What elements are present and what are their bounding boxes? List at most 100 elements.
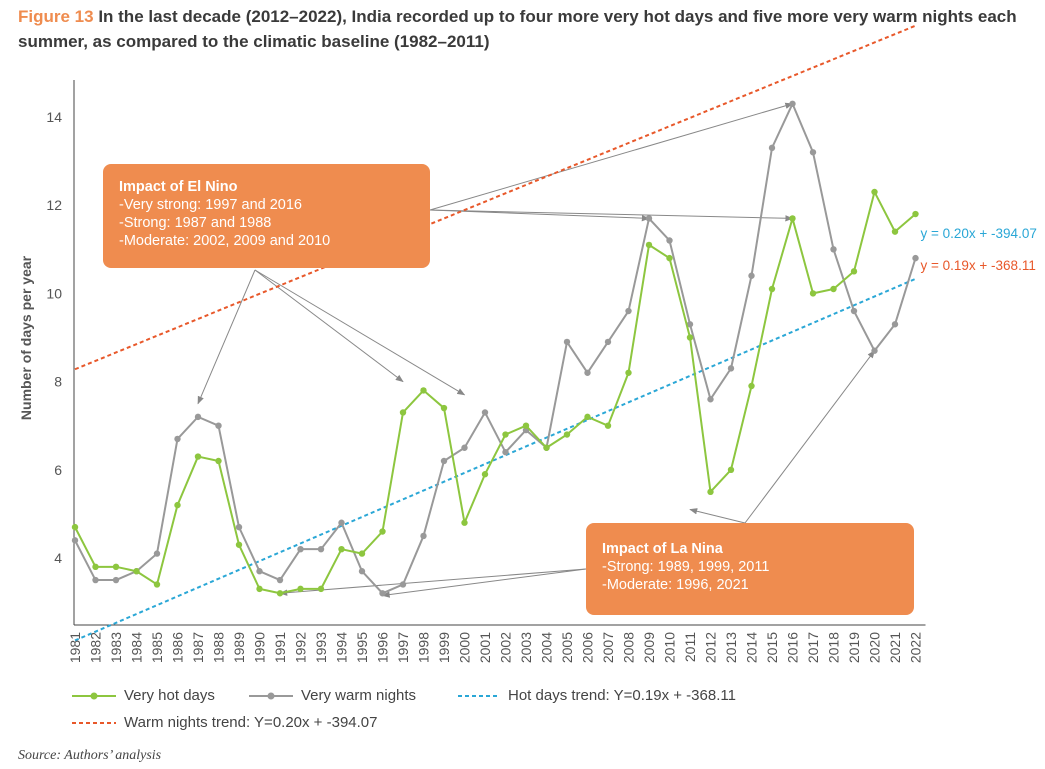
x-tick-label: 2005 xyxy=(559,632,575,663)
x-tick-label: 2001 xyxy=(477,632,493,663)
legend-hot-trend: Hot days trend: Y=0.19x + -368.11 xyxy=(458,687,736,704)
hot-data-point xyxy=(215,457,222,465)
hot-data-point xyxy=(830,285,837,293)
warm-trend-equation-label: y = 0.19x + -368.11 xyxy=(921,258,1036,273)
y-tick-label: 4 xyxy=(54,550,62,566)
x-tick-label: 2015 xyxy=(764,632,780,663)
warm-data-point xyxy=(317,545,325,553)
x-tick-label: 1990 xyxy=(252,632,268,663)
axis-labels: 4 6 8 10 12 14 1981 1982 1983 1984 1985 1986 1987 198… xyxy=(18,109,924,663)
title-text: In the last decade (2012–2022), India re… xyxy=(18,7,1017,51)
x-tick-label: 1995 xyxy=(354,632,370,663)
legend-hot-line-icon xyxy=(72,692,116,700)
warm-data-point xyxy=(727,365,735,372)
hot-data-point xyxy=(871,188,878,196)
hot-data-point xyxy=(71,523,79,531)
warm-trend-line xyxy=(74,24,916,371)
warm-data-point xyxy=(912,254,919,262)
x-tick-label: 2012 xyxy=(703,632,719,663)
annotation-arrow xyxy=(381,568,587,598)
annotation-arrow xyxy=(429,102,794,211)
hot-data-point xyxy=(522,422,530,429)
x-tick-label: 2002 xyxy=(498,632,514,663)
x-tick-label: 1999 xyxy=(436,632,452,663)
x-tick-label: 2008 xyxy=(621,632,637,663)
el-nino-line: -Very strong: 1997 and 2016 xyxy=(119,197,302,213)
legend-warm-label: Very warm nights xyxy=(301,687,417,704)
warm-data-point xyxy=(850,307,858,315)
x-tick-label: 1998 xyxy=(416,632,432,663)
hot-data-point xyxy=(276,590,284,597)
warm-data-point xyxy=(891,321,899,328)
hot-data-point xyxy=(153,581,161,588)
x-tick-label: 1986 xyxy=(170,632,186,663)
warm-data-point xyxy=(440,457,448,465)
legend-warm-trend: Warm nights trend: Y=0.20x + -394.07 xyxy=(72,714,377,731)
hot-data-point xyxy=(891,228,899,235)
y-tick-label: 10 xyxy=(46,285,62,301)
hot-data-point xyxy=(194,453,202,460)
x-tick-label: 1987 xyxy=(190,632,206,663)
warm-data-point xyxy=(768,144,776,152)
warm-series-line xyxy=(74,102,917,595)
source-note: Source: Authors’ analysis xyxy=(18,748,162,763)
hot-data-point xyxy=(625,369,632,376)
la-nina-heading: Impact of La Nina xyxy=(602,541,723,557)
hot-data-point xyxy=(256,585,263,593)
legend-hot-days: Very hot days xyxy=(72,687,215,704)
hot-data-point xyxy=(768,285,776,293)
legend-hot-trend-label: Hot days trend: Y=0.19x + -368.11 xyxy=(508,687,736,704)
x-tick-label: 1989 xyxy=(231,632,247,663)
el-nino-heading: Impact of El Nino xyxy=(119,179,238,195)
y-tick-label: 12 xyxy=(46,197,62,213)
x-tick-label: 2014 xyxy=(744,632,760,663)
warm-data-point xyxy=(645,215,653,222)
annotation-arrows xyxy=(197,102,875,598)
legend-hot-label: Very hot days xyxy=(124,687,215,704)
hot-data-point xyxy=(461,519,468,526)
axes xyxy=(73,80,926,626)
x-tick-label: 2016 xyxy=(785,632,801,663)
warm-data-point xyxy=(358,568,366,575)
y-tick-label: 14 xyxy=(46,109,62,125)
hot-data-point xyxy=(235,541,243,548)
warm-data-point xyxy=(276,576,284,584)
warm-data-point xyxy=(563,338,571,346)
la-nina-line: -Moderate: 1996, 2021 xyxy=(602,577,749,593)
trend-lines: y = 0.20x + -394.07 y = 0.19x + -368.11 xyxy=(74,24,1037,642)
hot-data-point xyxy=(686,334,694,341)
warm-data-point xyxy=(215,422,222,429)
warm-data-point xyxy=(502,448,509,456)
warm-data-point xyxy=(174,435,181,443)
x-tick-label: 1981 xyxy=(67,632,83,663)
legend-warm-line-icon xyxy=(249,692,293,700)
x-tick-label: 2013 xyxy=(723,632,739,663)
annotation-arrow xyxy=(279,568,587,596)
warm-data-point xyxy=(399,581,407,588)
hot-trend-equation-label: y = 0.20x + -394.07 xyxy=(921,226,1037,241)
hot-data-point xyxy=(133,568,140,575)
warm-data-point xyxy=(625,307,632,315)
x-tick-label: 2010 xyxy=(662,632,678,663)
x-tick-label: 1992 xyxy=(293,632,309,663)
annotation-arrow xyxy=(429,209,650,222)
el-nino-annotation: Impact of El Nino -Very strong: 1997 and… xyxy=(103,164,430,268)
hot-data-point xyxy=(112,563,120,571)
x-tick-label: 1984 xyxy=(129,632,145,663)
warm-data-point xyxy=(830,246,837,253)
data-series xyxy=(71,100,919,597)
legend-hot-trend-icon xyxy=(458,695,500,698)
warm-data-point xyxy=(461,444,468,451)
chart-title: Figure 13 In the last decade (2012–2022)… xyxy=(18,4,1028,54)
warm-data-point xyxy=(748,272,755,279)
y-tick-label: 8 xyxy=(54,374,62,390)
legend-warm-nights: Very warm nights xyxy=(249,687,416,704)
hot-data-point xyxy=(789,215,796,222)
hot-data-point xyxy=(502,431,509,438)
warm-data-point xyxy=(235,523,243,531)
y-axis-title: Number of days per year xyxy=(18,255,34,420)
warm-data-point xyxy=(71,537,79,544)
legend-warm-trend-icon xyxy=(72,722,116,725)
hot-data-point xyxy=(174,501,181,509)
